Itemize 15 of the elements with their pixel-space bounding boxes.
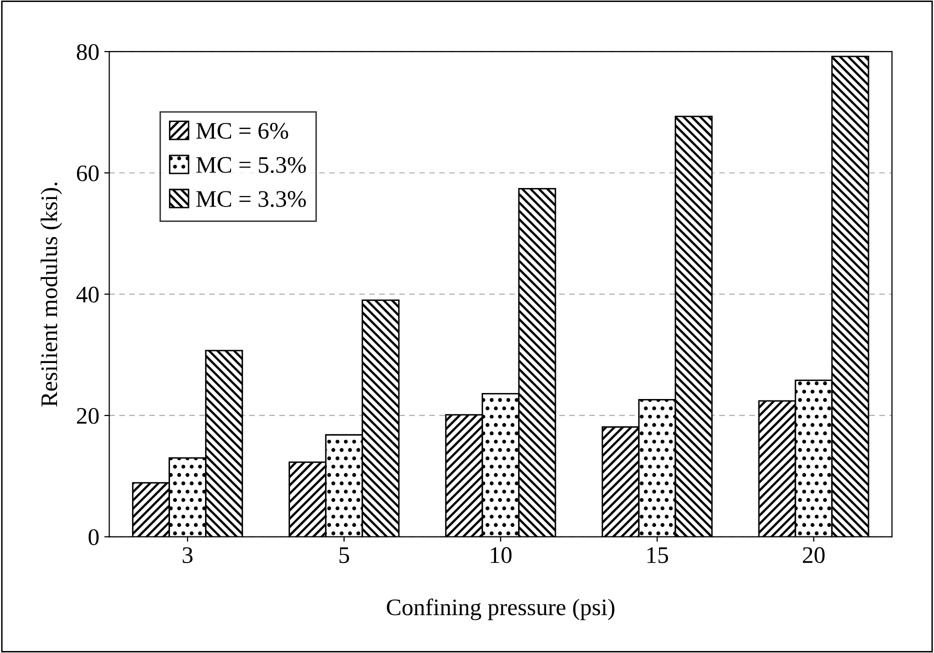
y-tick-label: 20 — [76, 408, 99, 424]
legend-label: MC = 5.3% — [196, 156, 306, 173]
y-axis-title: Resilient modulus (ksi). — [40, 182, 62, 407]
y-tick-label: 80 — [76, 44, 99, 60]
x-tick-label: 15 — [647, 547, 668, 564]
legend-label: MC = 6% — [196, 122, 288, 139]
y-tick-label: 40 — [76, 286, 99, 303]
y-tick-label: 0 — [88, 529, 99, 546]
x-tick-label: 3 — [182, 547, 193, 564]
legend-label: MC = 3.3% — [196, 191, 306, 208]
x-axis-title: Confining pressure (psi) — [386, 598, 614, 620]
x-tick-label: 20 — [802, 547, 825, 564]
y-tick-label: 60 — [76, 165, 99, 182]
x-tick-label: 5 — [340, 547, 350, 564]
x-tick-label: 10 — [490, 547, 512, 564]
